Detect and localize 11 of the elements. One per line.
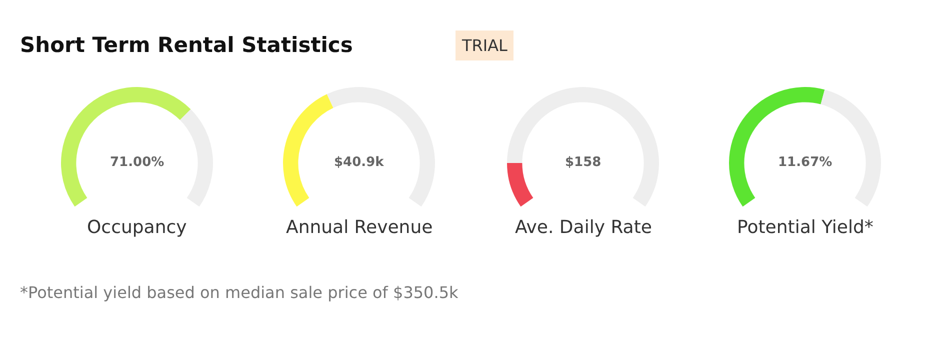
text: 71.00%	[110, 155, 164, 170]
text: Short Term Rental Statistics	[20, 33, 353, 57]
text: $40.9k	[334, 155, 384, 170]
text: Ave. Daily Rate	[515, 217, 652, 238]
text: Occupancy	[87, 217, 188, 238]
text: Potential Yield*	[737, 217, 874, 238]
text: TRIAL	[461, 36, 508, 55]
text: Annual Revenue	[286, 217, 433, 238]
text: $158	[565, 155, 602, 170]
text: *Potential yield based on median sale price of $350.5k	[20, 283, 459, 302]
text: 11.67%	[778, 155, 832, 170]
